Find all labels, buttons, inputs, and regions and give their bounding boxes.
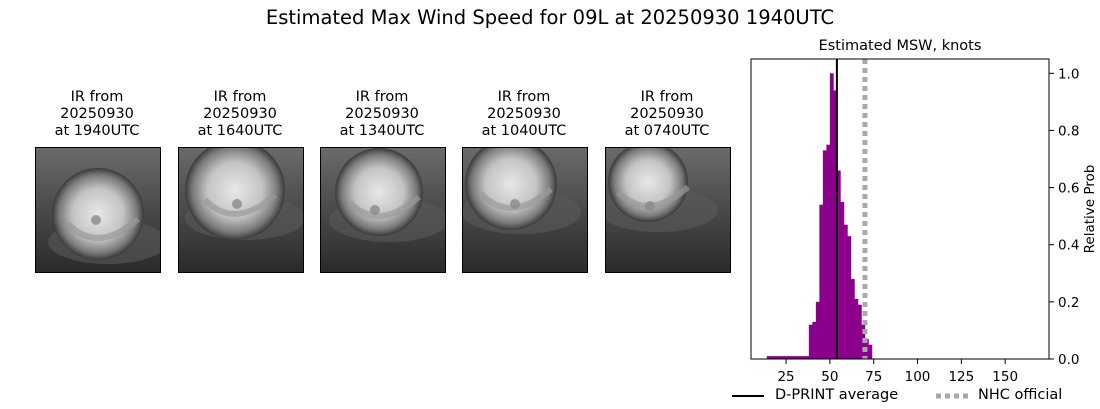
- ir-panel-label: 20250930: [345, 106, 419, 122]
- histogram-bar: [794, 356, 799, 359]
- histogram-bar: [857, 304, 862, 359]
- histogram-bar: [808, 324, 813, 359]
- ir-panel-label: IR from: [355, 89, 409, 105]
- histogram-bar: [836, 170, 841, 359]
- histogram-bar: [780, 356, 785, 359]
- ir-panel-label: at 1340UTC: [339, 123, 425, 139]
- x-tick-label: 25: [777, 369, 794, 385]
- ir-panel-label: 20250930: [203, 106, 277, 122]
- y-tick-label: 0.4: [1058, 238, 1079, 254]
- histogram-bar: [791, 356, 796, 359]
- ir-panel-label: at 0740UTC: [624, 123, 710, 139]
- x-tick-label: 100: [905, 369, 931, 385]
- legend-dprint-label: D-PRINT average: [775, 387, 899, 403]
- ir-panel-label: IR from: [70, 89, 124, 105]
- y-tick-label: 0.8: [1058, 123, 1079, 139]
- histogram-bar: [787, 356, 792, 359]
- histogram-bar: [777, 356, 782, 359]
- histogram-bar: [850, 279, 855, 359]
- ir-panel-label: at 1040UTC: [481, 123, 567, 139]
- histogram-bar: [843, 224, 848, 359]
- y-tick-label: 0.0: [1058, 352, 1079, 368]
- chart-subtitle: Estimated MSW, knots: [819, 38, 982, 54]
- x-tick-label: 50: [821, 369, 838, 385]
- histogram-bar: [812, 321, 817, 359]
- ir-panel-label: 20250930: [487, 106, 561, 122]
- histogram-bar: [798, 356, 803, 359]
- ir-satellite-image: [605, 147, 731, 273]
- x-tick-label: 150: [992, 369, 1018, 385]
- ir-panel-label: IR from: [640, 89, 694, 105]
- y-tick-label: 0.6: [1058, 181, 1079, 197]
- histogram-bar: [784, 356, 789, 359]
- y-axis-label: Relative Prob: [1082, 165, 1098, 254]
- histogram-bar: [822, 150, 827, 359]
- x-tick-label: 125: [948, 369, 974, 385]
- ir-panel-label: IR from: [213, 89, 267, 105]
- histogram-bar: [826, 144, 831, 359]
- legend-nhc-label: NHC official: [978, 387, 1063, 403]
- y-tick-label: 0.2: [1058, 295, 1079, 311]
- ir-satellite-image: [178, 147, 304, 273]
- x-tick-label: 75: [865, 369, 882, 385]
- ir-satellite-image: [320, 147, 446, 273]
- ir-panel-label: 20250930: [630, 106, 704, 122]
- histogram-bar: [801, 356, 806, 359]
- ir-satellite-image: [462, 147, 588, 273]
- histogram-bar: [847, 236, 852, 359]
- histogram-bar: [829, 73, 834, 360]
- ir-satellite-image: [35, 147, 161, 273]
- histogram-bar: [868, 344, 873, 359]
- histogram-bar: [833, 90, 838, 359]
- histogram-bar: [773, 356, 778, 359]
- histogram-bar: [766, 356, 771, 359]
- histogram-bar: [819, 204, 824, 359]
- histogram-bar: [770, 356, 775, 359]
- ir-panel-label: 20250930: [60, 106, 134, 122]
- histogram-bar: [854, 299, 859, 359]
- ir-panel-label: at 1940UTC: [54, 123, 140, 139]
- ir-panel-label: IR from: [497, 89, 551, 105]
- y-tick-label: 1.0: [1058, 66, 1079, 82]
- histogram-bar: [805, 356, 810, 359]
- chart-main-title: Estimated Max Wind Speed for 09L at 2025…: [265, 6, 835, 29]
- histogram-bar: [840, 201, 845, 359]
- ir-panel-label: at 1640UTC: [197, 123, 283, 139]
- histogram-bar: [815, 301, 820, 359]
- plot-frame: [750, 58, 1050, 360]
